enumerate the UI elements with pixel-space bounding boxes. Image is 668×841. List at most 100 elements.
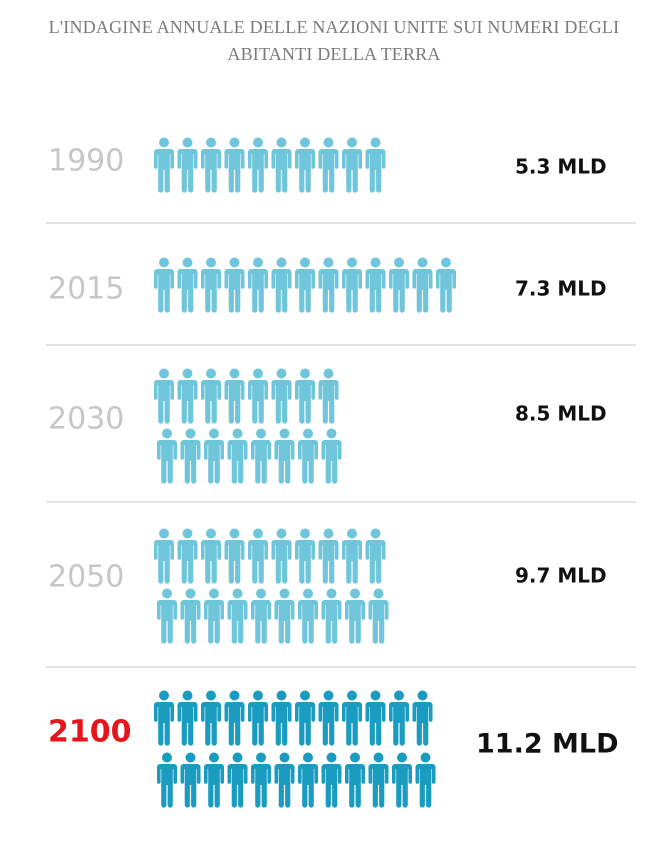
person-icon bbox=[180, 588, 201, 644]
person-icon bbox=[295, 368, 315, 424]
person-icon bbox=[201, 137, 221, 193]
person-icon bbox=[177, 137, 198, 193]
person-icon bbox=[321, 752, 342, 808]
person-icon bbox=[295, 690, 315, 746]
person-icon bbox=[321, 588, 342, 644]
person-icon bbox=[157, 428, 177, 484]
person-icon bbox=[342, 257, 362, 313]
person-icon bbox=[204, 752, 224, 808]
icon-row bbox=[154, 137, 386, 193]
person-icon bbox=[365, 257, 386, 313]
person-icon bbox=[180, 428, 201, 484]
person-icon bbox=[180, 752, 201, 808]
value-label: 9.7 MLD bbox=[515, 564, 607, 588]
year-label: 2050 bbox=[48, 560, 124, 595]
person-icon bbox=[365, 137, 386, 193]
person-icon bbox=[248, 368, 268, 424]
person-icon bbox=[368, 588, 389, 644]
person-icon bbox=[412, 257, 433, 313]
person-icon bbox=[368, 752, 389, 808]
person-icon bbox=[392, 752, 412, 808]
person-icon bbox=[271, 690, 292, 746]
person-icon bbox=[251, 428, 271, 484]
person-icon bbox=[298, 752, 318, 808]
person-icon bbox=[224, 368, 245, 424]
person-icon bbox=[248, 137, 268, 193]
person-icon bbox=[248, 690, 268, 746]
person-icon bbox=[318, 137, 339, 193]
person-icon bbox=[365, 690, 386, 746]
person-icon bbox=[204, 428, 224, 484]
person-icon bbox=[154, 257, 174, 313]
person-icon bbox=[345, 588, 365, 644]
person-icon bbox=[436, 257, 456, 313]
person-icon bbox=[321, 428, 342, 484]
icon-row bbox=[154, 528, 386, 584]
person-icon bbox=[201, 690, 221, 746]
person-icon bbox=[412, 690, 433, 746]
person-icon bbox=[274, 752, 295, 808]
icon-row bbox=[157, 428, 342, 484]
person-icon bbox=[342, 137, 362, 193]
value-label: 7.3 MLD bbox=[515, 277, 607, 301]
person-icon bbox=[251, 588, 271, 644]
year-label: 2015 bbox=[48, 272, 124, 307]
year-label: 2100 bbox=[48, 715, 132, 750]
chart-title: L'INDAGINE ANNUALE DELLE NAZIONI UNITE S… bbox=[48, 17, 620, 64]
person-icon bbox=[154, 368, 174, 424]
person-icon bbox=[157, 588, 177, 644]
person-icon bbox=[177, 368, 198, 424]
person-icon bbox=[224, 690, 245, 746]
person-icon bbox=[345, 752, 365, 808]
person-icon bbox=[295, 528, 315, 584]
person-icon bbox=[177, 257, 198, 313]
person-icon bbox=[342, 690, 362, 746]
icon-row bbox=[157, 588, 389, 644]
person-icon bbox=[318, 528, 339, 584]
person-icon bbox=[157, 752, 177, 808]
person-icon bbox=[251, 752, 271, 808]
value-label: 8.5 MLD bbox=[515, 402, 607, 426]
person-icon bbox=[201, 528, 221, 584]
person-icon bbox=[389, 257, 409, 313]
person-icon bbox=[271, 257, 292, 313]
person-icon bbox=[415, 752, 436, 808]
year-label: 2030 bbox=[48, 402, 124, 437]
person-icon bbox=[248, 257, 268, 313]
person-icon bbox=[271, 528, 292, 584]
person-icon bbox=[365, 528, 386, 584]
person-icon bbox=[154, 528, 174, 584]
person-icon bbox=[342, 528, 362, 584]
person-icon bbox=[298, 428, 318, 484]
person-icon bbox=[248, 528, 268, 584]
person-icon bbox=[271, 137, 292, 193]
person-icon bbox=[318, 690, 339, 746]
person-icon bbox=[274, 428, 295, 484]
icon-row bbox=[154, 257, 456, 313]
person-icon bbox=[227, 752, 248, 808]
person-icon bbox=[318, 368, 339, 424]
person-icon bbox=[227, 428, 248, 484]
icon-row bbox=[154, 368, 339, 424]
icon-row bbox=[154, 690, 433, 746]
person-icon bbox=[227, 588, 248, 644]
person-icon bbox=[224, 528, 245, 584]
person-icon bbox=[201, 257, 221, 313]
person-icon bbox=[224, 137, 245, 193]
person-icon bbox=[318, 257, 339, 313]
year-label: 1990 bbox=[48, 144, 124, 179]
person-icon bbox=[154, 690, 174, 746]
value-label: 5.3 MLD bbox=[515, 155, 607, 179]
person-icon bbox=[154, 137, 174, 193]
person-icon bbox=[201, 368, 221, 424]
person-icon bbox=[295, 257, 315, 313]
person-icon bbox=[177, 528, 198, 584]
icon-row bbox=[157, 752, 436, 808]
person-icon bbox=[204, 588, 224, 644]
person-icon bbox=[224, 257, 245, 313]
person-icon bbox=[274, 588, 295, 644]
value-label: 11.2 MLD bbox=[476, 729, 619, 760]
person-icon bbox=[271, 368, 292, 424]
